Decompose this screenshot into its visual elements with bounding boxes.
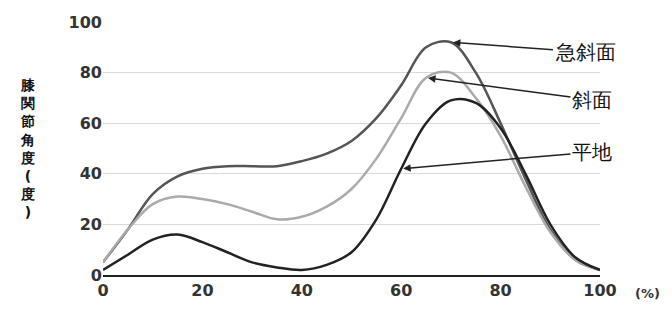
svg-text:80: 80 xyxy=(80,63,102,82)
svg-text:平地: 平地 xyxy=(572,140,612,164)
svg-text:60: 60 xyxy=(80,114,102,133)
svg-text:20: 20 xyxy=(191,281,213,300)
svg-text:40: 40 xyxy=(80,164,102,183)
svg-text:40: 40 xyxy=(291,281,313,300)
svg-text:80: 80 xyxy=(489,281,511,300)
svg-text:膝関節角度(度): 膝関節角度(度) xyxy=(20,77,36,220)
svg-text:60: 60 xyxy=(390,281,412,300)
svg-text:急斜面: 急斜面 xyxy=(555,40,616,64)
svg-text:(%): (%) xyxy=(635,286,660,301)
svg-text:100: 100 xyxy=(583,281,616,300)
svg-text:0: 0 xyxy=(97,281,108,300)
svg-text:20: 20 xyxy=(80,215,102,234)
svg-text:斜面: 斜面 xyxy=(572,88,612,112)
svg-text:0: 0 xyxy=(91,266,102,285)
svg-text:100: 100 xyxy=(69,13,102,32)
